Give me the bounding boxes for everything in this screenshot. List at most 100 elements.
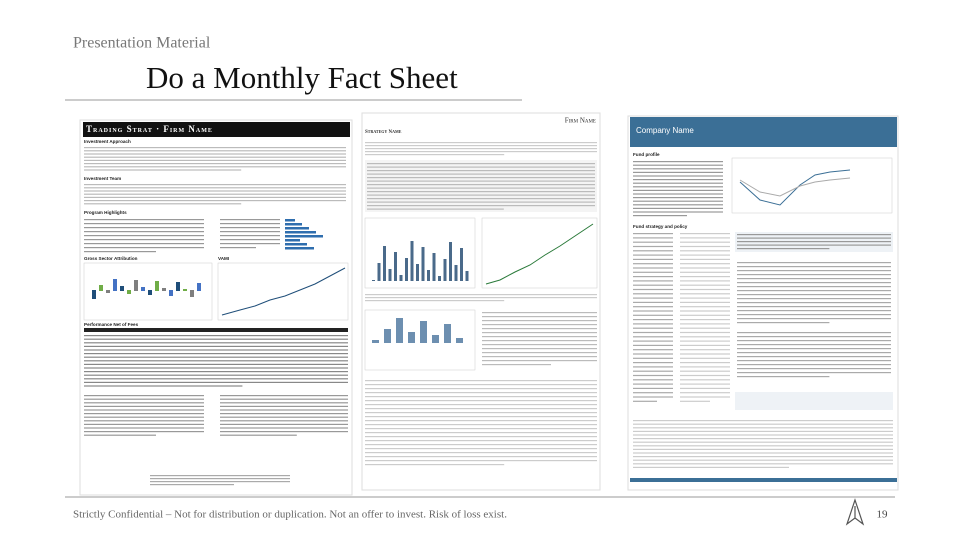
text-line	[680, 284, 730, 286]
text-line	[737, 322, 830, 324]
text-line	[365, 432, 597, 434]
chart-frame	[217, 262, 349, 321]
chart-line	[739, 169, 851, 206]
text-line	[633, 293, 673, 295]
bar	[465, 271, 469, 281]
thumbnail-middle: Firm Name Strategy Name	[361, 112, 601, 491]
bar	[405, 258, 408, 281]
text-line	[737, 352, 891, 354]
text-line	[737, 286, 891, 288]
text-line	[365, 444, 597, 446]
section-heading: Performance Net of Fees	[84, 322, 139, 327]
text-line	[220, 235, 280, 237]
text-line	[680, 370, 730, 372]
text-line	[365, 404, 597, 406]
text-line	[633, 331, 673, 334]
text-line	[150, 478, 290, 480]
text-line	[633, 459, 893, 461]
text-line	[150, 481, 290, 483]
text-line	[633, 263, 673, 265]
footer-text: Strictly Confidential – Not for distribu…	[73, 509, 507, 521]
text-line	[633, 175, 723, 177]
text-line	[633, 193, 723, 195]
section-heading: Investment Team	[84, 176, 121, 181]
table	[365, 160, 597, 212]
text-line	[737, 266, 891, 268]
text-line	[365, 412, 597, 414]
bar	[190, 290, 194, 297]
text-line	[633, 374, 673, 377]
text-line	[84, 338, 348, 340]
text-line	[84, 367, 348, 369]
text-line	[737, 344, 891, 346]
bar	[127, 290, 131, 294]
text-line	[84, 360, 348, 362]
text-line	[84, 431, 204, 433]
bar	[384, 329, 391, 343]
text-line	[220, 395, 348, 397]
bar	[408, 332, 415, 343]
text-line	[680, 383, 730, 385]
text-line	[84, 227, 204, 229]
bar	[416, 264, 419, 281]
bar	[99, 285, 103, 291]
text-line	[633, 204, 723, 206]
text-line	[633, 392, 673, 394]
text-line	[633, 179, 723, 181]
text-line	[633, 463, 893, 465]
text-line	[633, 430, 893, 432]
text-line	[482, 312, 597, 314]
text-line	[365, 142, 597, 144]
text-line	[633, 379, 673, 381]
bar	[134, 280, 138, 291]
header-bar	[630, 117, 897, 147]
text-line	[84, 423, 204, 425]
text-line	[737, 356, 891, 358]
text-line	[633, 301, 673, 303]
text-line	[633, 336, 673, 338]
text-line	[365, 145, 597, 147]
text-line	[365, 154, 505, 156]
text-line	[680, 323, 730, 325]
text-line	[482, 328, 597, 330]
text-line	[737, 274, 891, 276]
text-line	[482, 352, 597, 354]
slide-title: Do a Monthly Fact Sheet	[146, 60, 458, 95]
text-line	[482, 360, 597, 362]
text-line	[220, 231, 280, 233]
text-line	[84, 150, 346, 152]
text-line	[365, 452, 597, 454]
text-line	[365, 420, 597, 422]
text-line	[220, 409, 348, 411]
bar	[449, 242, 452, 281]
text-line	[737, 248, 830, 250]
text-line	[680, 280, 730, 282]
bar	[454, 265, 458, 281]
bar	[92, 290, 96, 299]
text-line	[84, 184, 346, 186]
bar	[432, 253, 436, 281]
text-line	[633, 276, 673, 278]
text-line	[84, 231, 204, 233]
text-line	[365, 396, 597, 398]
text-line	[737, 282, 891, 284]
text-line	[633, 314, 673, 316]
text-line	[84, 247, 204, 249]
text-line	[633, 327, 673, 329]
text-line	[633, 441, 893, 443]
text-line	[633, 353, 673, 355]
bar	[148, 290, 152, 295]
text-line	[680, 379, 730, 381]
bar	[285, 235, 323, 238]
chart-line	[221, 267, 346, 316]
text-line	[680, 349, 730, 351]
text-line	[84, 166, 346, 168]
text-line	[84, 223, 204, 225]
text-line	[365, 148, 597, 150]
text-line	[633, 310, 673, 312]
chart-frame	[364, 217, 476, 289]
text-line	[680, 276, 730, 278]
text-line	[365, 294, 597, 296]
text-line	[633, 456, 893, 458]
text-line	[633, 280, 673, 282]
